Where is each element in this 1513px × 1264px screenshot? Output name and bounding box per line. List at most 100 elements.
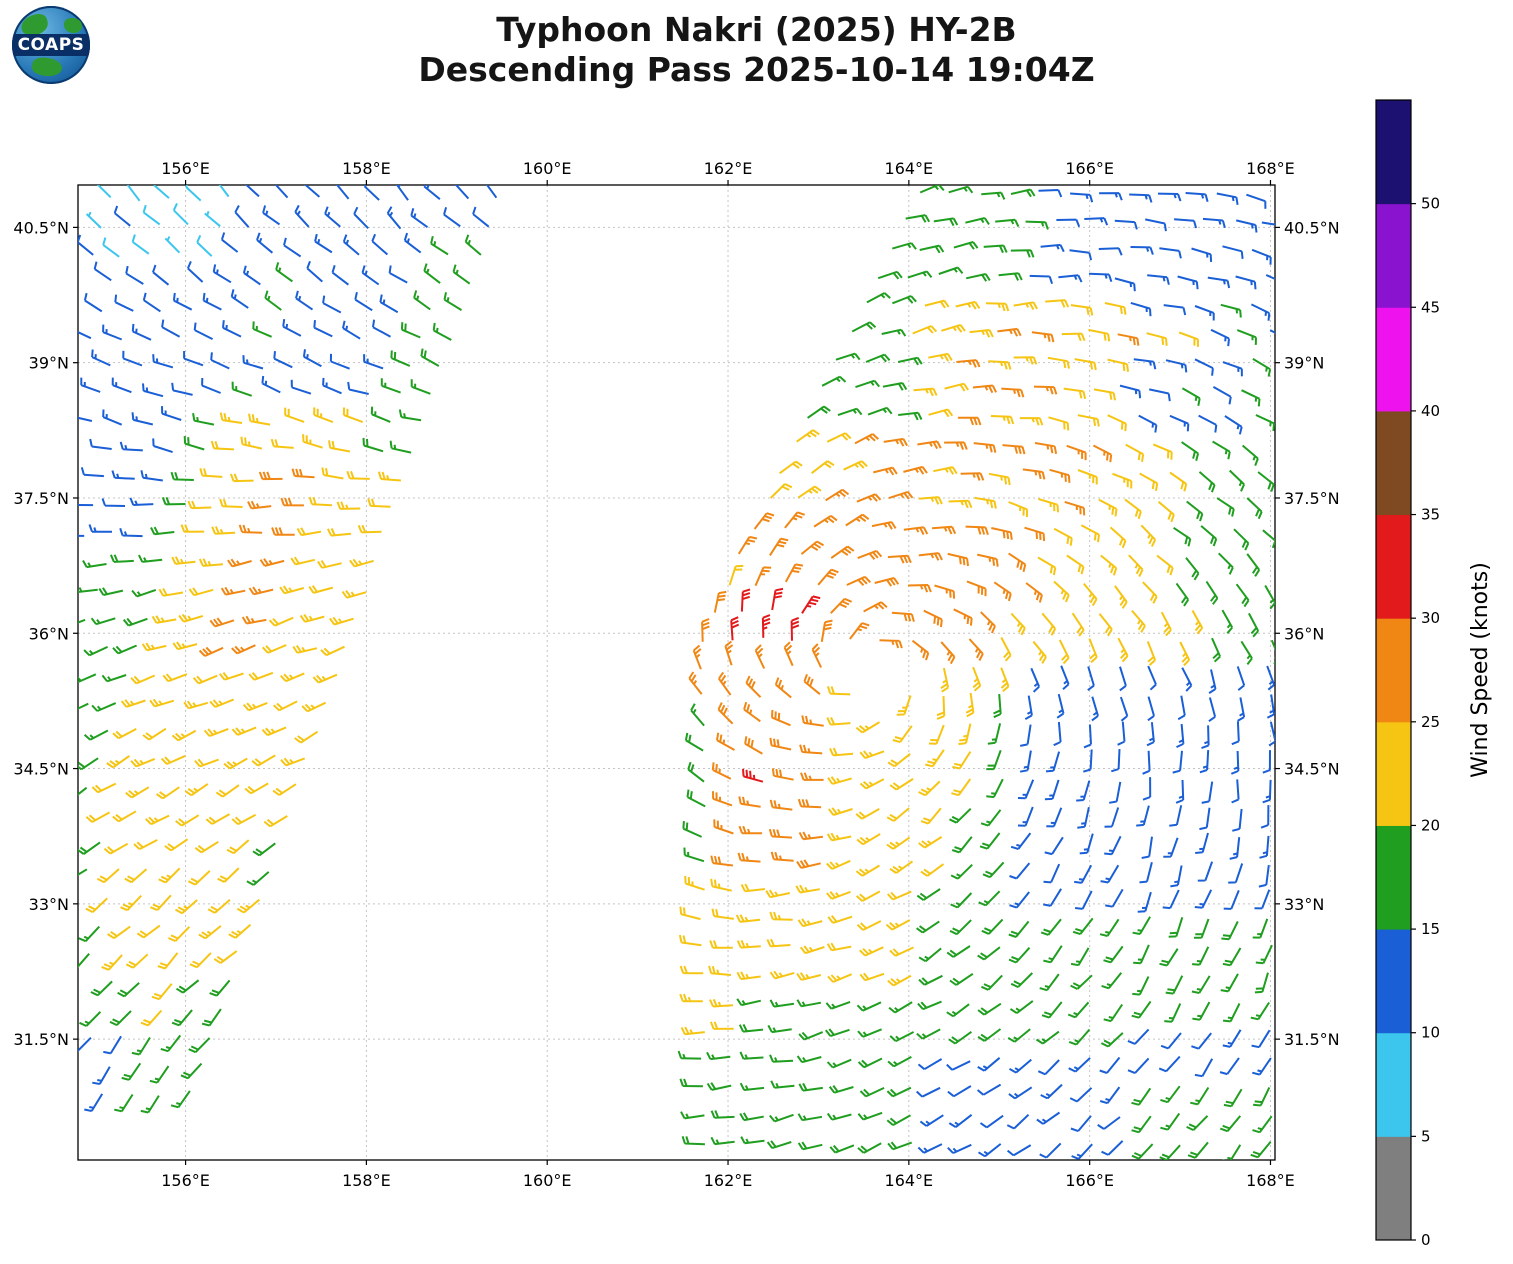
colorbar-segment: [1376, 100, 1411, 205]
wind-barb: [1186, 500, 1204, 522]
wind-barb: [1138, 414, 1158, 433]
wind-barb: [131, 1036, 151, 1056]
wind-barb: [1224, 415, 1243, 435]
wind-barb: [1131, 1143, 1154, 1160]
wind-barb: [107, 925, 131, 940]
wind-barb: [856, 493, 882, 503]
wind-barb: [282, 318, 302, 337]
wind-barb: [958, 723, 972, 746]
wind-barb: [826, 716, 851, 726]
wind-barb: [1261, 221, 1275, 226]
wind-barb: [919, 244, 945, 254]
wind-barb: [701, 618, 710, 642]
wind-barb: [313, 407, 334, 424]
wind-barb: [986, 778, 1004, 799]
wind-barb: [196, 234, 213, 257]
wind-barb: [328, 616, 354, 626]
wind-barb: [125, 786, 150, 799]
wind-barb: [1043, 888, 1062, 907]
wind-barb: [889, 860, 914, 874]
wind-barb: [972, 384, 997, 394]
wind-barb: [263, 815, 288, 828]
wind-barb: [1142, 750, 1151, 775]
colorbar-tick-label: 45: [1421, 298, 1440, 316]
wind-barb: [837, 407, 863, 417]
wind-barb: [164, 838, 189, 852]
wind-barb: [1070, 304, 1094, 316]
wind-barb: [485, 185, 498, 199]
wind-barb: [950, 863, 973, 880]
wind-barb: [977, 946, 1001, 961]
wind-barb: [121, 1062, 142, 1081]
wind-barb: [1066, 554, 1085, 575]
wind-barb: [101, 954, 123, 971]
wind-barb: [1077, 469, 1098, 485]
wind-barb: [797, 798, 822, 809]
wind-barb: [887, 753, 911, 768]
wind-barb: [400, 322, 421, 339]
wind-barb: [1219, 1115, 1242, 1133]
wind-barb: [797, 1113, 823, 1122]
wind-barb: [1205, 580, 1219, 605]
wind-barb: [903, 465, 928, 475]
wind-barb: [683, 847, 705, 863]
wind-barb: [92, 1066, 111, 1085]
wind-barb: [739, 1082, 765, 1091]
wind-barb: [131, 234, 150, 255]
wind-barb: [88, 524, 113, 533]
wind-barb: [328, 440, 351, 453]
wind-barb: [1252, 1057, 1272, 1076]
wind-barb: [917, 440, 942, 450]
wind-barb: [1098, 498, 1118, 517]
wind-barb: [258, 471, 283, 481]
wind-barb: [1140, 524, 1157, 547]
wind-barb: [1132, 916, 1151, 935]
colorbar-segment: [1376, 721, 1411, 826]
wind-barb: [843, 460, 868, 471]
wind-barb: [976, 1083, 1002, 1096]
wind-barb: [299, 614, 325, 623]
wind-barb: [113, 205, 131, 227]
wind-barb: [1083, 582, 1098, 607]
wind-barb: [761, 614, 771, 638]
wind-barb: [1165, 975, 1184, 995]
wind-barb: [1172, 750, 1183, 774]
wind-barb: [916, 920, 940, 934]
wind-barb: [129, 497, 154, 506]
wind-barb: [347, 381, 369, 395]
wind-barb: [91, 349, 111, 367]
wind-barb: [1088, 638, 1098, 664]
wind-barb: [119, 527, 143, 538]
wind-barb: [103, 842, 129, 855]
wind-barb: [209, 617, 235, 628]
wind-barb: [1056, 693, 1065, 719]
wind-barb: [1216, 497, 1235, 517]
lon-tick-label-bottom: 166°E: [1065, 1171, 1114, 1190]
wind-barb: [768, 828, 792, 839]
wind-barb: [1169, 471, 1188, 492]
wind-barb: [739, 1051, 764, 1060]
wind-barb: [1262, 750, 1271, 774]
wind-barb: [160, 754, 186, 765]
wind-barb: [1160, 1112, 1181, 1131]
wind-barb: [119, 441, 143, 452]
wind-barb: [990, 415, 1015, 425]
wind-barb: [372, 319, 391, 338]
wind-barb: [916, 1086, 941, 1098]
wind-barb: [925, 749, 945, 768]
wind-barb: [1049, 468, 1071, 483]
wind-barb: [738, 1023, 764, 1033]
wind-barb: [279, 585, 305, 595]
wind-barb: [133, 839, 158, 850]
wind-barb: [709, 1021, 734, 1030]
wind-barb: [1117, 333, 1140, 346]
wind-barb: [940, 641, 956, 665]
wind-barb: [1231, 779, 1240, 804]
wind-barb: [911, 639, 930, 661]
wind-barb: [1179, 641, 1191, 667]
wind-barb: [1092, 444, 1113, 463]
wind-barb: [801, 595, 821, 614]
wind-barb: [830, 545, 855, 559]
wind-barb: [1039, 1142, 1062, 1159]
